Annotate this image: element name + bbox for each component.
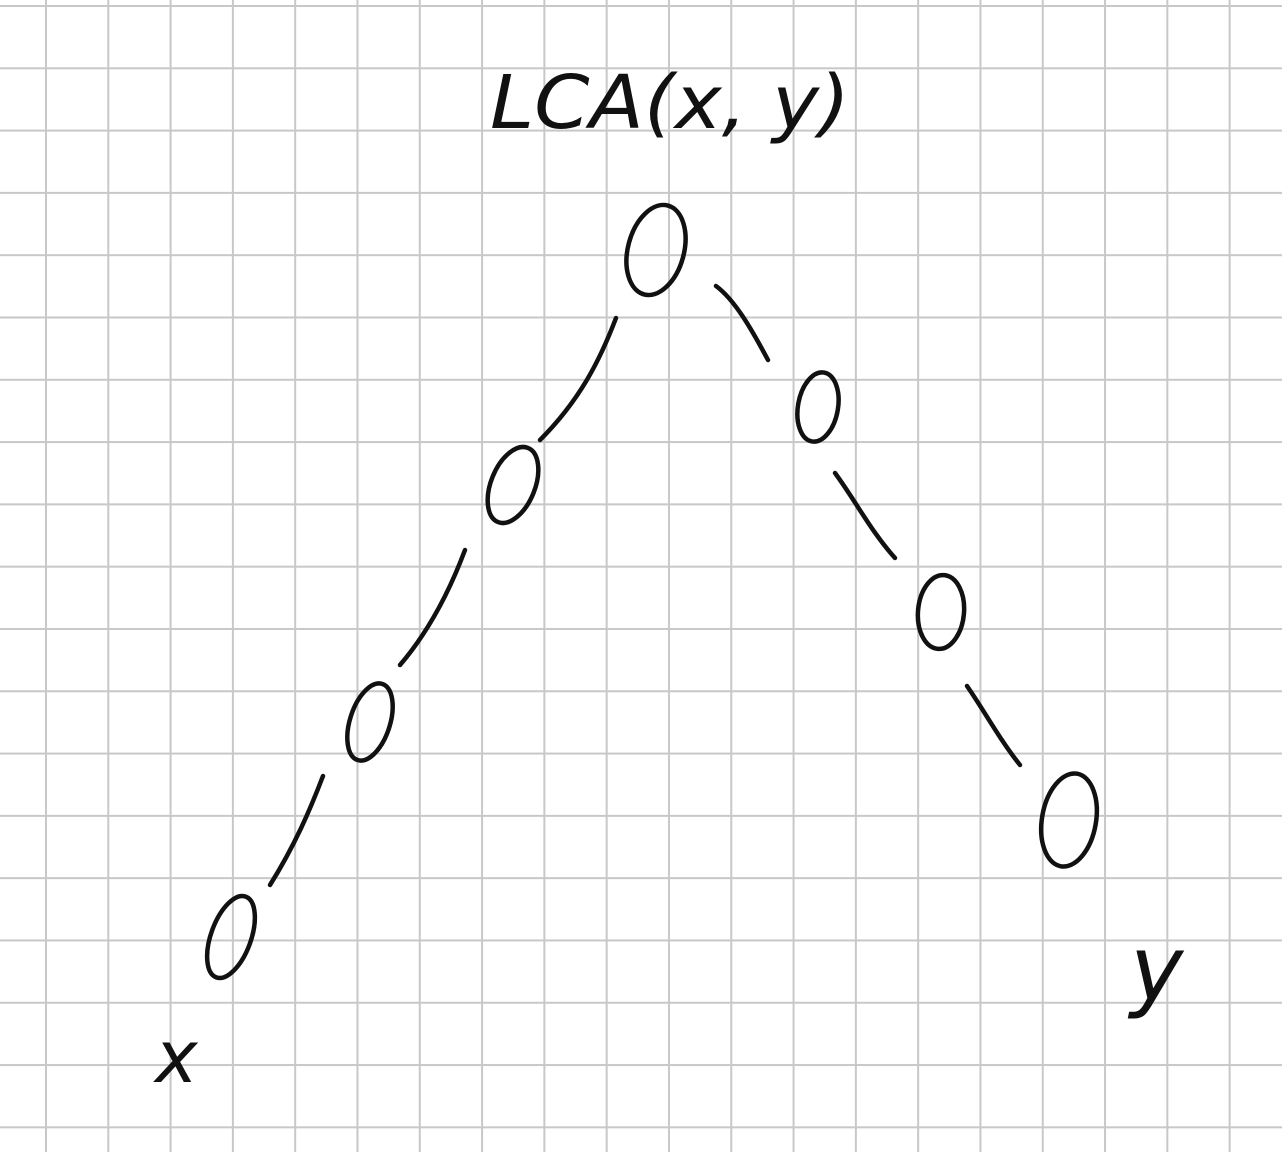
tree-node-right-3 <box>1038 771 1100 869</box>
tree-node-right-1 <box>795 370 841 444</box>
tree-node-left-3 <box>204 893 258 981</box>
tree-edge <box>537 315 619 443</box>
root-label: LCA(x, y) <box>490 60 850 146</box>
tree-node-root <box>624 202 688 298</box>
tree-node-left-2 <box>345 681 395 763</box>
tree-edge <box>397 547 468 668</box>
tree-edge <box>964 683 1023 768</box>
tree-edge <box>713 283 771 363</box>
leaf-label-y: y <box>1127 917 1185 1022</box>
tree-node-right-2 <box>915 572 967 652</box>
leaf-label-x: x <box>153 1015 199 1099</box>
tree-node-left-1 <box>485 444 541 526</box>
tree-edge <box>267 773 326 888</box>
tree-edge <box>832 470 898 561</box>
